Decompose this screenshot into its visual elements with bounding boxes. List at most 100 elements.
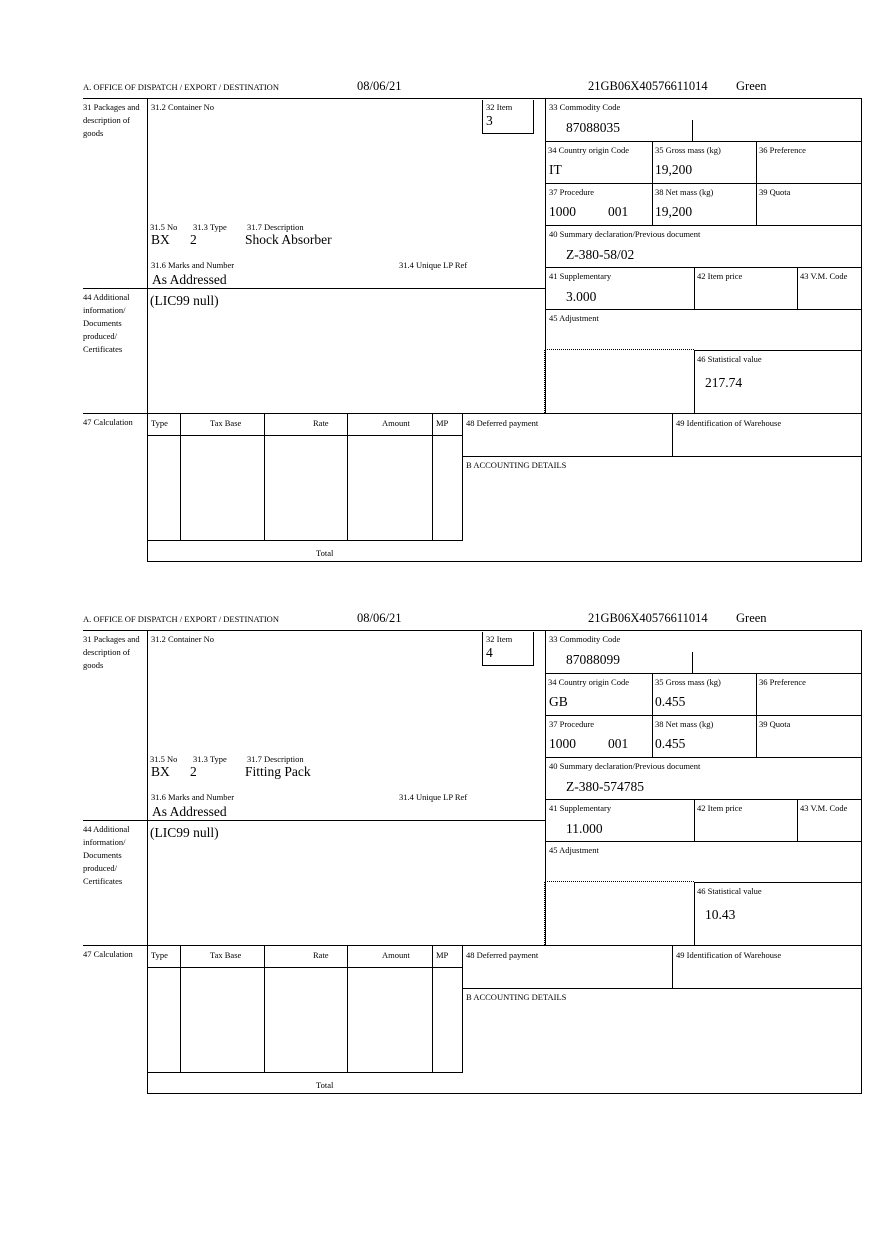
additional-info-value: (LIC99 null) xyxy=(150,293,219,308)
form-border-line xyxy=(481,632,483,666)
procedure-additional-value: 001 xyxy=(608,204,629,219)
calc-header-type: Type xyxy=(151,950,168,960)
form-border-line xyxy=(462,987,862,989)
form-border-line xyxy=(83,819,546,821)
vm-code-label: 43 V.M. Code xyxy=(800,803,848,813)
form-border-line xyxy=(482,664,534,666)
calc-header-mp: MP xyxy=(436,950,449,960)
gross-mass-value: 19,200 xyxy=(655,162,693,177)
item-price-label: 42 Item price xyxy=(697,803,743,813)
reference-value: 21GB06X40576611014 xyxy=(588,79,708,93)
form-border-line xyxy=(651,141,653,226)
supplementary-label: 41 Supplementary xyxy=(549,803,612,813)
dotted-divider xyxy=(544,882,545,945)
accounting-label: B ACCOUNTING DETAILS xyxy=(466,460,567,470)
commodity-code-label: 33 Commodity Code xyxy=(549,102,621,112)
form-border-line xyxy=(481,100,483,134)
pkg-type-label: 31.3 Type xyxy=(193,754,227,764)
packages-label: 31 Packages and description of goods xyxy=(83,634,140,670)
form-border-line xyxy=(147,434,463,436)
form-border-line xyxy=(694,349,862,351)
procedure-value: 1000 xyxy=(549,736,576,751)
form-border-line xyxy=(545,840,862,842)
date-value: 08/06/21 xyxy=(357,611,402,625)
summary-declaration-label: 40 Summary declaration/Previous document xyxy=(549,229,701,239)
adjustment-label: 45 Adjustment xyxy=(549,313,599,323)
gross-mass-value: 0.455 xyxy=(655,694,686,709)
accounting-label: B ACCOUNTING DETAILS xyxy=(466,992,567,1002)
form-border-line xyxy=(83,97,862,99)
warehouse-label: 49 Identification of Warehouse xyxy=(676,418,782,428)
calc-header-amount: Amount xyxy=(382,418,410,428)
unique-lp-label: 31.4 Unique LP Ref xyxy=(399,792,468,802)
form-border-line xyxy=(179,945,181,1073)
form-border-line xyxy=(83,287,546,289)
form-border-line xyxy=(179,413,181,541)
form-border-line xyxy=(651,673,653,758)
date-value: 08/06/21 xyxy=(357,79,402,93)
declaration-item-block: A. OFFICE OF DISPATCH / EXPORT / DESTINA… xyxy=(0,611,882,1130)
item-value: 3 xyxy=(486,113,493,128)
form-border-line xyxy=(545,308,862,310)
calc-header-amount: Amount xyxy=(382,950,410,960)
form-border-line xyxy=(796,267,798,310)
form-border-line xyxy=(691,120,693,142)
office-label: A. OFFICE OF DISPATCH / EXPORT / DESTINA… xyxy=(83,614,279,624)
form-border-line xyxy=(462,455,862,457)
supplementary-label: 41 Supplementary xyxy=(549,271,612,281)
commodity-code-value: 87088035 xyxy=(566,120,620,135)
adjustment-label: 45 Adjustment xyxy=(549,845,599,855)
form-border-line xyxy=(671,413,673,457)
marks-label: 31.6 Marks and Number xyxy=(151,260,235,270)
country-origin-label: 34 Country origin Code xyxy=(548,145,629,155)
additional-info-label: 44 Additional information/ Documents pro… xyxy=(83,292,130,354)
form-border-line xyxy=(545,224,862,226)
calc-header-tax-base: Tax Base xyxy=(210,418,242,428)
dotted-divider xyxy=(544,350,545,413)
form-border-line xyxy=(691,652,693,674)
pkg-type-label: 31.3 Type xyxy=(193,222,227,232)
calculation-label: 47 Calculation xyxy=(83,949,133,959)
form-border-line xyxy=(693,350,695,414)
form-border-line xyxy=(83,629,862,631)
form-border-line xyxy=(755,673,757,758)
marks-value: As Addressed xyxy=(152,272,227,287)
dotted-divider xyxy=(545,881,694,882)
pkg-no-value: BX xyxy=(151,764,170,779)
net-mass-value: 0.455 xyxy=(655,736,686,751)
form-border-line xyxy=(147,560,862,562)
statistical-value-label: 46 Statistical value xyxy=(697,354,762,364)
packages-label: 31 Packages and description of goods xyxy=(83,102,140,138)
form-border-line xyxy=(694,881,862,883)
gross-mass-label: 35 Gross mass (kg) xyxy=(655,145,721,155)
form-border-line xyxy=(545,714,862,716)
preference-label: 36 Preference xyxy=(759,145,806,155)
form-border-line xyxy=(860,98,862,562)
net-mass-value: 19,200 xyxy=(655,204,693,219)
reference-value: 21GB06X40576611014 xyxy=(588,611,708,625)
statistical-value-label: 46 Statistical value xyxy=(697,886,762,896)
form-border-line xyxy=(461,945,463,1073)
route-value: Green xyxy=(736,79,767,93)
statistical-value-value: 217.74 xyxy=(705,375,743,390)
item-price-label: 42 Item price xyxy=(697,271,743,281)
marks-label: 31.6 Marks and Number xyxy=(151,792,235,802)
unique-lp-label: 31.4 Unique LP Ref xyxy=(399,260,468,270)
item-label: 32 Item xyxy=(486,102,513,112)
form-border-line xyxy=(532,632,534,666)
calc-header-type: Type xyxy=(151,418,168,428)
additional-info-value: (LIC99 null) xyxy=(150,825,219,840)
calculation-label: 47 Calculation xyxy=(83,417,133,427)
form-border-line xyxy=(796,799,798,842)
form-border-line xyxy=(346,945,348,1073)
form-border-line xyxy=(83,412,862,414)
form-border-line xyxy=(693,799,695,842)
calc-header-rate: Rate xyxy=(313,418,329,428)
form-border-line xyxy=(147,966,463,968)
form-border-line xyxy=(431,413,433,541)
form-border-line xyxy=(545,140,862,142)
procedure-additional-value: 001 xyxy=(608,736,629,751)
procedure-label: 37 Procedure xyxy=(549,187,595,197)
net-mass-label: 38 Net mass (kg) xyxy=(655,187,714,197)
calc-header-tax-base: Tax Base xyxy=(210,950,242,960)
